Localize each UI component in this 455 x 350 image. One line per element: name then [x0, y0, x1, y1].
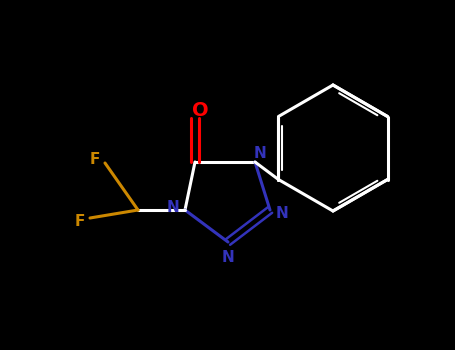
Text: O: O [192, 100, 208, 119]
Text: N: N [222, 251, 234, 266]
Text: N: N [167, 201, 179, 216]
Text: N: N [276, 205, 288, 220]
Text: F: F [75, 215, 85, 230]
Text: F: F [90, 152, 100, 167]
Text: N: N [253, 147, 266, 161]
